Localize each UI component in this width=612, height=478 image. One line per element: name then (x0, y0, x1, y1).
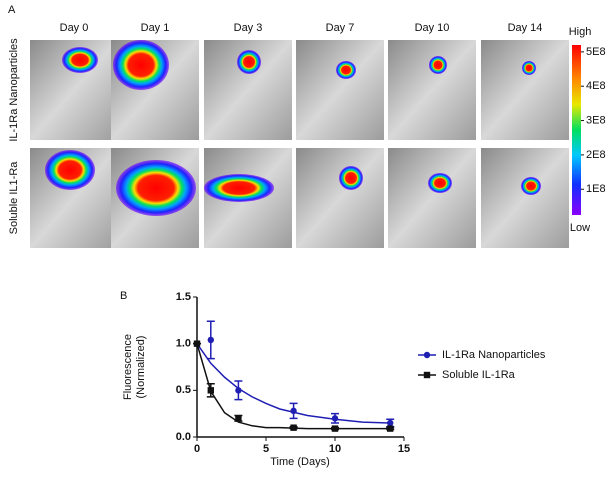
point (235, 387, 242, 394)
row-label: IL-1Ra Nanoparticles (8, 38, 20, 142)
signal-blob (204, 174, 274, 202)
signal-blob (521, 177, 541, 195)
mouse-image (296, 148, 384, 248)
signal-blob (429, 56, 447, 74)
y-tick-label: 0.5 (176, 384, 191, 396)
day-label: Day 1 (141, 22, 170, 34)
signal-blob (113, 40, 169, 90)
signal-blob (428, 173, 452, 193)
panel-label: B (120, 290, 127, 302)
legend-marker (423, 351, 431, 359)
signal-blob (339, 166, 363, 190)
signal-blob (116, 160, 196, 216)
point (290, 424, 297, 431)
x-tick-label: 10 (329, 443, 341, 455)
colorbar-tick-label: 3E8 (586, 114, 606, 126)
colorbar-tick-label: 4E8 (586, 80, 606, 92)
mouse-image (481, 148, 569, 248)
point (193, 340, 201, 347)
point (331, 425, 339, 432)
day-label: Day 0 (60, 22, 89, 34)
y-axis-title: Fluorescence (122, 334, 134, 400)
colorbar (572, 45, 581, 215)
legend-label: IL-1Ra Nanoparticles (442, 349, 546, 361)
point (207, 387, 214, 394)
row-label: Soluble IL1-Ra (8, 161, 20, 235)
day-label: Day 10 (415, 22, 450, 34)
x-tick-label: 0 (194, 443, 200, 455)
point (290, 407, 297, 415)
mouse-image (481, 40, 569, 140)
fit-curve (196, 343, 391, 430)
point (387, 419, 394, 427)
mouse-image (296, 40, 384, 140)
point (207, 336, 214, 344)
colorbar-tick-label: 2E8 (586, 149, 606, 161)
signal-blob (336, 61, 356, 79)
point (331, 415, 339, 422)
fit-curve (196, 343, 391, 424)
point (387, 425, 394, 432)
mouse-image (388, 40, 476, 140)
panel-label: A (8, 4, 16, 16)
signal-blob (62, 47, 98, 73)
signal-blob (522, 61, 536, 75)
day-label: Day 14 (508, 22, 543, 34)
signal-blob (237, 50, 261, 74)
x-axis-title: Time (Days) (270, 456, 329, 468)
colorbar-tick-label: 1E8 (586, 183, 606, 195)
y-tick-label: 0.0 (176, 431, 191, 443)
colorbar-high: High (569, 26, 592, 38)
x-tick-label: 5 (263, 443, 269, 455)
mouse-image (388, 148, 476, 248)
y-axis-title: (Normalized) (135, 336, 147, 399)
colorbar-tick-label: 5E8 (586, 46, 606, 58)
legend-label: Soluble IL-1Ra (442, 369, 516, 381)
legend-marker (423, 371, 431, 379)
day-label: Day 7 (326, 22, 355, 34)
x-tick-label: 15 (398, 443, 410, 455)
colorbar-low: Low (570, 222, 590, 234)
point (235, 415, 242, 422)
y-tick-label: 1.5 (176, 291, 191, 303)
y-tick-label: 1.0 (176, 338, 191, 350)
day-label: Day 3 (234, 22, 263, 34)
signal-blob (45, 150, 95, 190)
